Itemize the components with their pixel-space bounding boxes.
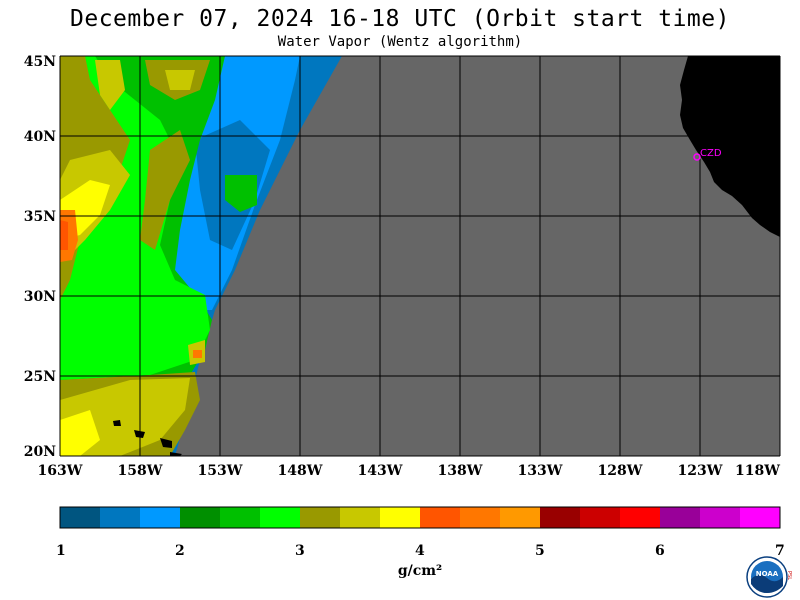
- station-marker-czd: CZD: [693, 148, 722, 161]
- noaa-logo-wave: [751, 574, 783, 593]
- noaa-logo: NOAA PSL: [746, 556, 792, 598]
- colorbar-tick: 2: [175, 543, 185, 559]
- colorbar-tick: 6: [655, 543, 665, 559]
- colorbar-swatch: [60, 507, 101, 528]
- colorbar-swatch: [180, 507, 221, 528]
- lat-label: 30N: [24, 289, 56, 305]
- colorbar-tick: 1: [56, 543, 66, 559]
- lon-label: 123W: [678, 463, 723, 479]
- data-swath: [60, 56, 342, 456]
- lon-label: 128W: [598, 463, 643, 479]
- colorbar-swatch: [140, 507, 181, 528]
- lon-label: 163W: [38, 463, 83, 479]
- colorbar-tick: 3: [295, 543, 305, 559]
- lat-label: 20N: [24, 444, 56, 460]
- land-north-america: [680, 56, 780, 237]
- lon-label: 138W: [438, 463, 483, 479]
- colorbar: [60, 507, 781, 528]
- lat-label: 25N: [24, 369, 56, 385]
- lat-label: 40N: [24, 129, 56, 145]
- chart-subtitle: Water Vapor (Wentz algorithm): [277, 34, 523, 50]
- lon-label: 143W: [358, 463, 403, 479]
- colorbar-unit: g/cm²: [397, 563, 443, 579]
- colorbar-swatch: [100, 507, 141, 528]
- map-field: [60, 56, 780, 456]
- colorbar-swatch: [260, 507, 301, 528]
- lon-labels: 163W 158W 153W 148W 143W 138W 133W 128W …: [38, 463, 781, 479]
- colorbar-swatch: [340, 507, 381, 528]
- lon-label: 133W: [518, 463, 563, 479]
- graticule: [59, 55, 781, 457]
- colorbar-swatch: [220, 507, 261, 528]
- colorbar-tick: 5: [535, 543, 545, 559]
- colorbar-swatch: [420, 507, 461, 528]
- colorbar-swatch: [540, 507, 581, 528]
- psl-logo-text: PSL: [786, 571, 792, 580]
- station-label: CZD: [700, 148, 722, 159]
- colorbar-swatch: [700, 507, 741, 528]
- colorbar-swatch: [740, 507, 781, 528]
- chart-title: December 07, 2024 16-18 UTC (Orbit start…: [70, 6, 730, 32]
- noaa-logo-text: NOAA: [756, 570, 779, 578]
- lat-label: 45N: [24, 54, 56, 70]
- colorbar-swatch: [580, 507, 621, 528]
- island-hawaii: [160, 438, 172, 448]
- lon-label: 118W: [735, 463, 780, 479]
- lon-label: 148W: [278, 463, 323, 479]
- colorbar-swatch: [460, 507, 501, 528]
- colorbar-frame: [59, 506, 781, 529]
- lon-label: 153W: [198, 463, 243, 479]
- colorbar-swatch: [300, 507, 341, 528]
- colorbar-swatch: [380, 507, 421, 528]
- colorbar-tick: 4: [415, 543, 425, 559]
- lat-label: 35N: [24, 209, 56, 225]
- colorbar-swatch: [500, 507, 541, 528]
- island-oahu: [113, 420, 121, 426]
- lon-label: 158W: [118, 463, 163, 479]
- colorbar-tick: 7: [775, 543, 785, 559]
- colorbar-swatch: [660, 507, 701, 528]
- lat-labels: 45N 40N 35N 30N 25N 20N: [24, 54, 56, 460]
- colorbar-swatch: [620, 507, 661, 528]
- island-big: [170, 452, 182, 456]
